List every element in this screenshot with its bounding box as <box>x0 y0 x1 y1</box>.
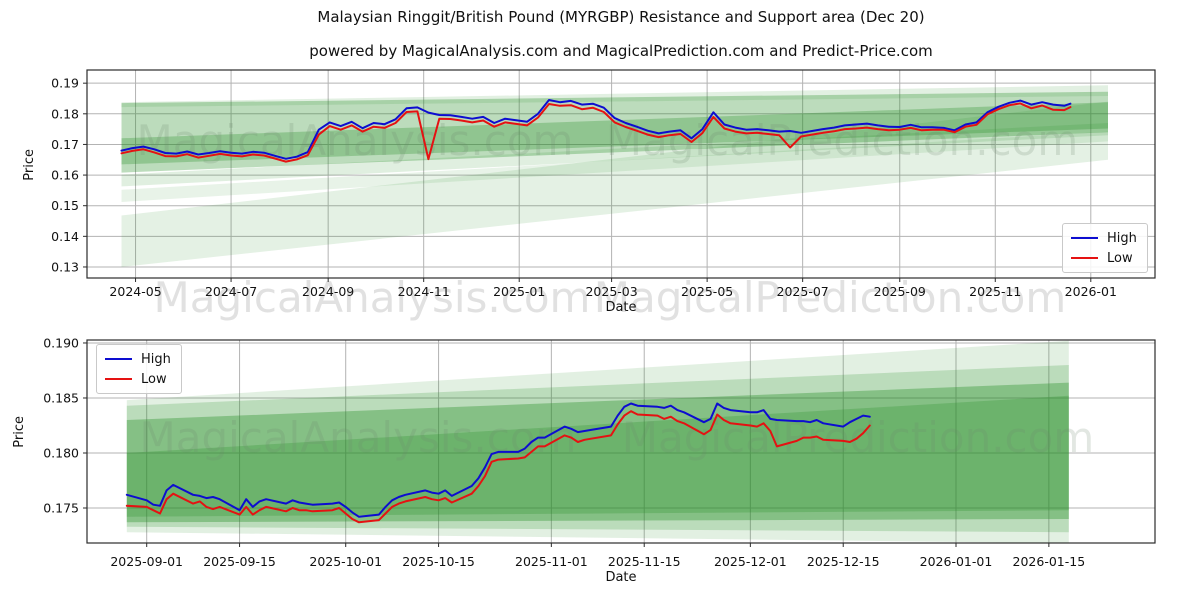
low-line-sample <box>1071 257 1098 259</box>
y-tick-label: 0.17 <box>51 137 79 152</box>
chart-title: Malaysian Ringgit/British Pound (MYRGBP)… <box>317 8 925 26</box>
y-tick-label: 0.185 <box>43 390 79 405</box>
y-tick-label: 0.14 <box>51 229 79 244</box>
series-line-low <box>120 102 1072 163</box>
support-resistance-band <box>121 123 1108 187</box>
legend-label-high: High <box>1107 230 1137 246</box>
plot-border <box>86 339 1156 544</box>
y-tick-label: 0.175 <box>43 501 79 516</box>
x-tick-label: 2024-09 <box>302 284 354 299</box>
x-tick-label: 2025-09 <box>874 284 926 299</box>
x-tick-label: 2025-07 <box>777 284 829 299</box>
x-tick-label: 2025-10-01 <box>309 554 382 569</box>
legend-item-low: Low <box>1071 248 1137 268</box>
series-line-high <box>125 402 871 518</box>
watermark-text: MagicalPrediction.com <box>606 116 1079 165</box>
top-x-axis-label: Date <box>605 300 637 315</box>
watermark-text: MagicalAnalysis.com <box>154 273 591 322</box>
support-resistance-band <box>126 340 1069 544</box>
support-resistance-band <box>121 91 1108 173</box>
series-line-low <box>125 410 871 524</box>
bottom-chart-legend: High Low <box>96 344 182 394</box>
series-line-high <box>120 99 1072 160</box>
support-resistance-band <box>126 382 1069 523</box>
x-tick-label: 2025-10-15 <box>402 554 475 569</box>
x-tick-label: 2025-11 <box>969 284 1021 299</box>
support-resistance-band <box>121 85 1108 108</box>
support-resistance-band <box>121 102 1108 165</box>
x-tick-label: 2024-05 <box>109 284 161 299</box>
x-tick-label: 2026-01-15 <box>1013 554 1086 569</box>
support-resistance-band <box>126 365 1069 533</box>
top-chart-legend: High Low <box>1062 223 1148 273</box>
y-tick-label: 0.19 <box>51 76 79 91</box>
bottom-y-axis-label: Price <box>12 416 27 448</box>
x-tick-label: 2025-05 <box>681 284 733 299</box>
support-resistance-band <box>121 101 1108 267</box>
bottom-x-axis-label: Date <box>605 570 637 585</box>
y-tick-label: 0.190 <box>43 335 79 350</box>
support-resistance-band <box>121 131 1108 202</box>
x-tick-label: 2026-01-01 <box>920 554 993 569</box>
y-tick-label: 0.15 <box>51 198 79 213</box>
x-tick-label: 2025-09-15 <box>203 554 276 569</box>
plot-border <box>86 69 1156 279</box>
chart-subtitle: powered by MagicalAnalysis.com and Magic… <box>309 42 933 60</box>
x-tick-label: 2026-01 <box>1065 284 1117 299</box>
legend-item-high: High <box>1071 228 1137 248</box>
legend-label-low: Low <box>141 371 167 387</box>
x-tick-label: 2024-11 <box>398 284 450 299</box>
y-tick-label: 0.18 <box>51 106 79 121</box>
y-tick-label: 0.13 <box>51 259 79 274</box>
legend-item-low: Low <box>105 369 171 389</box>
support-resistance-band <box>126 395 1069 517</box>
high-line-sample <box>1071 237 1098 239</box>
x-tick-label: 2024-07 <box>205 284 257 299</box>
top-y-axis-label: Price <box>22 149 37 181</box>
x-tick-label: 2025-09-01 <box>110 554 183 569</box>
legend-item-high: High <box>105 349 171 369</box>
x-tick-label: 2025-01 <box>493 284 545 299</box>
legend-label-high: High <box>141 351 171 367</box>
y-tick-label: 0.180 <box>43 445 79 460</box>
watermark-text: MagicalAnalysis.com <box>140 413 577 462</box>
x-tick-label: 2025-12-15 <box>807 554 880 569</box>
watermark-text: MagicalPrediction.com <box>594 273 1067 322</box>
y-tick-label: 0.16 <box>51 168 79 183</box>
x-tick-label: 2025-03 <box>585 284 637 299</box>
legend-label-low: Low <box>1107 250 1133 266</box>
x-tick-label: 2025-11-01 <box>515 554 588 569</box>
x-tick-label: 2025-11-15 <box>608 554 681 569</box>
high-line-sample <box>105 358 132 360</box>
x-tick-label: 2025-12-01 <box>714 554 787 569</box>
low-line-sample <box>105 378 132 380</box>
